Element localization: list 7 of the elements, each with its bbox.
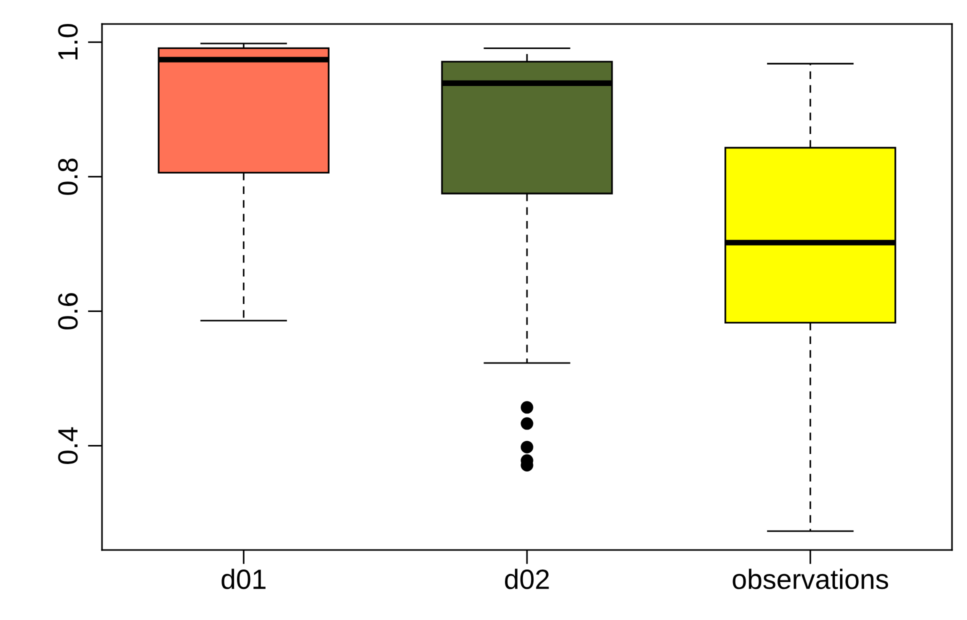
x-tick-label: d01 xyxy=(222,568,266,590)
x-tick-label: d02 xyxy=(504,568,549,590)
y-tick-label: 0.8 xyxy=(58,158,78,195)
x-tick-label: observations xyxy=(732,568,888,590)
y-tick-label: 1.0 xyxy=(58,24,78,60)
y-tick-label: 0.6 xyxy=(58,293,78,330)
y-tick-label: 0.4 xyxy=(58,427,78,464)
